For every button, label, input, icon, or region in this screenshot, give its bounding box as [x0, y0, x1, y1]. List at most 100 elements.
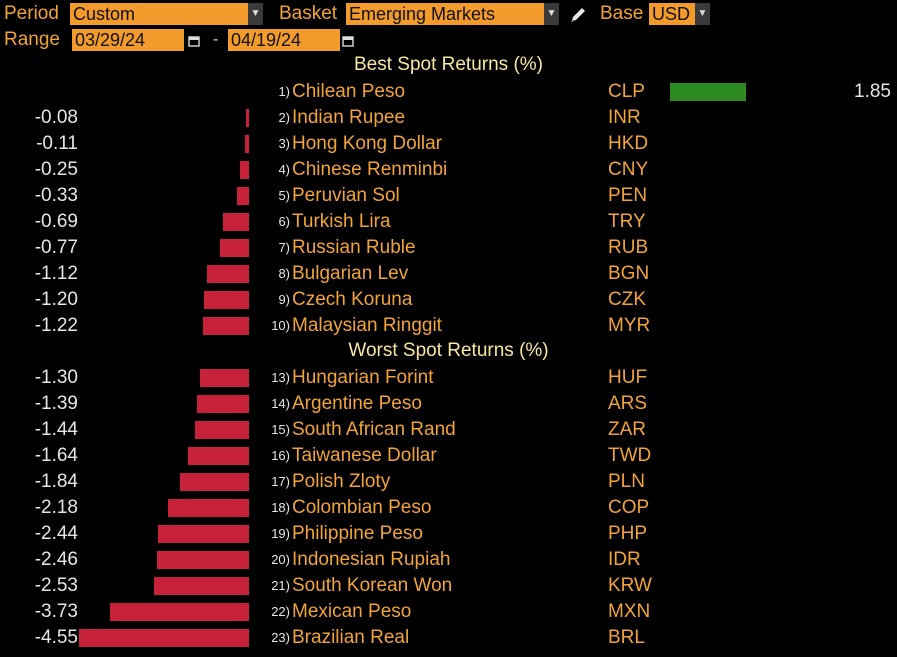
currency-name[interactable]: Bulgarian Lev	[292, 263, 409, 284]
currency-name[interactable]: Turkish Lira	[292, 211, 391, 232]
currency-name[interactable]: Russian Ruble	[292, 237, 416, 258]
currency-code[interactable]: COP	[608, 497, 650, 518]
currency-row[interactable]: -2.44 19) Philippine Peso PHP	[0, 521, 897, 547]
range-end-input[interactable]: 04/19/24	[228, 29, 340, 51]
currency-name[interactable]: South African Rand	[292, 419, 456, 440]
basket-label: Basket	[279, 3, 338, 24]
currency-code[interactable]: KRW	[608, 575, 652, 596]
value-label: -4.55	[34, 627, 78, 648]
currency-row[interactable]: -1.84 17) Polish Zloty PLN	[0, 469, 897, 495]
currency-row[interactable]: -0.69 6) Turkish Lira TRY	[0, 209, 897, 235]
currency-code[interactable]: CLP	[608, 81, 645, 102]
value-label: -1.84	[34, 471, 78, 492]
value-label: -2.18	[34, 497, 78, 518]
value-label: -1.22	[34, 315, 78, 336]
value-label: -1.44	[34, 419, 78, 440]
currency-code[interactable]: HKD	[608, 133, 649, 154]
rank-label: 9)	[278, 292, 290, 307]
value-label: -1.12	[34, 263, 78, 284]
currency-row[interactable]: -1.44 15) South African Rand ZAR	[0, 417, 897, 443]
currency-code[interactable]: PEN	[608, 185, 648, 206]
period-select[interactable]: Custom	[70, 3, 248, 25]
rank-label: 6)	[278, 214, 290, 229]
rank-label: 21)	[271, 578, 290, 593]
negative-bar	[157, 551, 249, 569]
currency-name[interactable]: Mexican Peso	[292, 601, 412, 622]
pencil-icon[interactable]	[568, 3, 588, 25]
rank-label: 18)	[271, 500, 290, 515]
currency-row[interactable]: -2.18 18) Colombian Peso COP	[0, 495, 897, 521]
currency-row[interactable]: -1.64 16) Taiwanese Dollar TWD	[0, 443, 897, 469]
currency-code[interactable]: CNY	[608, 159, 649, 180]
currency-name[interactable]: Czech Koruna	[292, 289, 413, 310]
currency-row[interactable]: -3.73 22) Mexican Peso MXN	[0, 599, 897, 625]
basket-select[interactable]: Emerging Markets	[346, 3, 544, 25]
currency-row[interactable]: -1.20 9) Czech Koruna CZK	[0, 287, 897, 313]
calendar-icon[interactable]	[186, 29, 202, 51]
currency-row[interactable]: -1.12 8) Bulgarian Lev BGN	[0, 261, 897, 287]
rank-label: 22)	[271, 604, 290, 619]
currency-code[interactable]: RUB	[608, 237, 649, 258]
currency-row[interactable]: 1.85 1) Chilean Peso CLP	[0, 79, 897, 105]
chevron-down-icon[interactable]: ▼	[695, 3, 710, 25]
currency-code[interactable]: TRY	[608, 211, 646, 232]
currency-name[interactable]: Brazilian Real	[292, 627, 410, 648]
rank-label: 20)	[271, 552, 290, 567]
currency-row[interactable]: -1.22 10) Malaysian Ringgit MYR	[0, 313, 897, 339]
currency-name[interactable]: Philippine Peso	[292, 523, 423, 544]
negative-bar	[200, 369, 249, 387]
currency-row[interactable]: -4.55 23) Brazilian Real BRL	[0, 625, 897, 651]
currency-code[interactable]: BRL	[608, 627, 645, 648]
currency-row[interactable]: -0.11 3) Hong Kong Dollar HKD	[0, 131, 897, 157]
value-label: -0.25	[34, 159, 78, 180]
currency-row[interactable]: -1.30 13) Hungarian Forint HUF	[0, 365, 897, 391]
chevron-down-icon[interactable]: ▼	[248, 3, 263, 25]
chevron-down-icon[interactable]: ▼	[544, 3, 559, 25]
currency-code[interactable]: IDR	[608, 549, 641, 570]
currency-name[interactable]: Chinese Renminbi	[292, 159, 448, 180]
currency-name[interactable]: Chilean Peso	[292, 81, 406, 102]
negative-bar	[244, 135, 249, 153]
currency-name[interactable]: Malaysian Ringgit	[292, 315, 442, 336]
currency-row[interactable]: -1.39 14) Argentine Peso ARS	[0, 391, 897, 417]
currency-code[interactable]: PHP	[608, 523, 648, 544]
negative-bar	[239, 161, 249, 179]
currency-code[interactable]: MXN	[608, 601, 651, 622]
currency-code[interactable]: PLN	[608, 471, 645, 492]
currency-name[interactable]: Taiwanese Dollar	[292, 445, 437, 466]
currency-code[interactable]: ARS	[608, 393, 648, 414]
currency-row[interactable]: -2.46 20) Indonesian Rupiah IDR	[0, 547, 897, 573]
currency-code[interactable]: HUF	[608, 367, 648, 388]
currency-name[interactable]: Indonesian Rupiah	[292, 549, 451, 570]
currency-row[interactable]: -2.53 21) South Korean Won KRW	[0, 573, 897, 599]
currency-code[interactable]: INR	[608, 107, 641, 128]
currency-row[interactable]: -0.77 7) Russian Ruble RUB	[0, 235, 897, 261]
value-label: -1.20	[34, 289, 78, 310]
currency-code[interactable]: MYR	[608, 315, 651, 336]
currency-name[interactable]: Indian Rupee	[292, 107, 406, 128]
currency-name[interactable]: Peruvian Sol	[292, 185, 400, 206]
base-label: Base	[600, 3, 644, 24]
currency-name[interactable]: Polish Zloty	[292, 471, 391, 492]
currency-row[interactable]: -0.25 4) Chinese Renminbi CNY	[0, 157, 897, 183]
value-label: -0.11	[36, 133, 78, 154]
value-label: -0.69	[34, 211, 78, 232]
currency-code[interactable]: TWD	[608, 445, 652, 466]
currency-row[interactable]: -0.08 2) Indian Rupee INR	[0, 105, 897, 131]
currency-name[interactable]: Hong Kong Dollar	[292, 133, 442, 154]
range-start-input[interactable]: 03/29/24	[72, 29, 184, 51]
currency-name[interactable]: Colombian Peso	[292, 497, 432, 518]
currency-code[interactable]: CZK	[608, 289, 646, 310]
currency-code[interactable]: ZAR	[608, 419, 646, 440]
negative-bar	[79, 629, 249, 647]
value-label: -2.44	[34, 523, 78, 544]
currency-row[interactable]: -0.33 5) Peruvian Sol PEN	[0, 183, 897, 209]
section-title: Best Spot Returns (%)	[353, 54, 544, 75]
currency-name[interactable]: Argentine Peso	[292, 393, 422, 414]
negative-bar	[157, 525, 249, 543]
calendar-icon[interactable]	[340, 29, 356, 51]
base-select[interactable]: USD	[649, 3, 695, 25]
currency-name[interactable]: South Korean Won	[292, 575, 453, 596]
currency-code[interactable]: BGN	[608, 263, 650, 284]
currency-name[interactable]: Hungarian Forint	[292, 367, 434, 388]
